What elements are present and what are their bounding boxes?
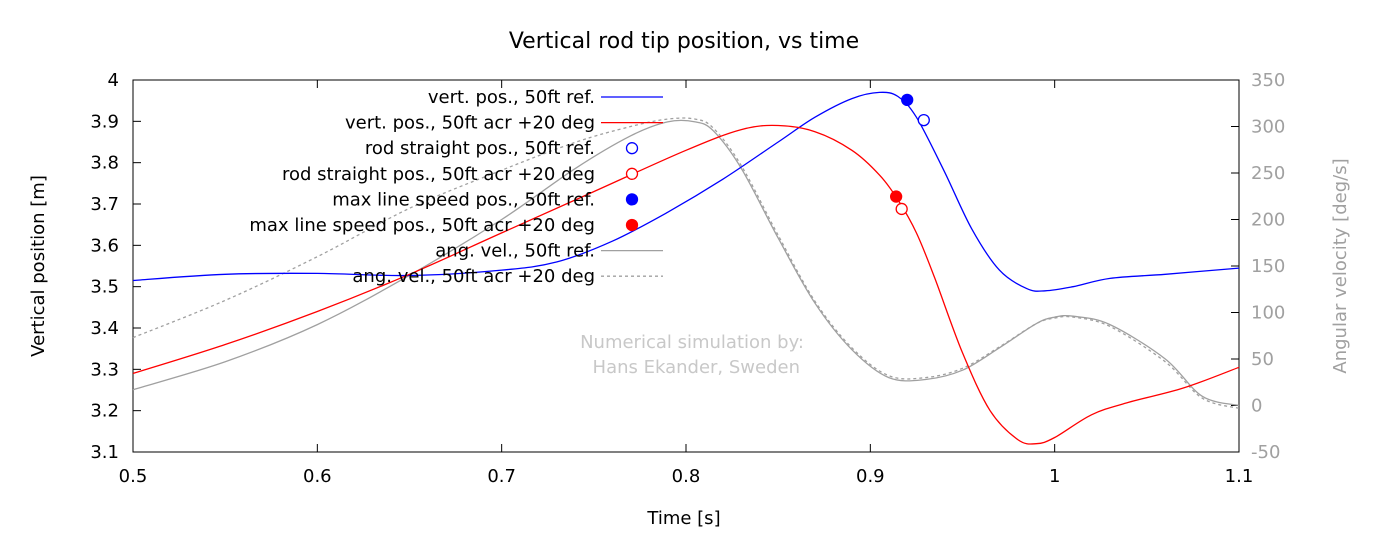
y2-axis-title: Angular velocity [deg/s]: [1330, 158, 1351, 373]
y2-tick-label: 100: [1251, 303, 1285, 324]
y-tick-label: 3.3: [90, 359, 119, 380]
y2-tick-label: 250: [1251, 163, 1285, 184]
x-tick-label: 0.6: [303, 466, 332, 487]
y-tick-label: 3.8: [90, 153, 119, 174]
x-tick-label: 0.5: [119, 466, 148, 487]
y2-tick-label: 200: [1251, 210, 1285, 231]
rod-straight-marker: [917, 113, 930, 127]
legend-label: max line speed pos., 50ft acr +20 deg: [249, 215, 595, 236]
x-axis-title: Time [s]: [646, 508, 720, 529]
x-tick-label: 1: [1049, 466, 1060, 487]
series-line: [132, 91, 1240, 292]
legend: vert. pos., 50ft ref. vert. pos., 50ft ac…: [249, 87, 663, 287]
legend-label: ang. vel., 50ft acr +20 deg: [352, 266, 595, 287]
y2-tick-label: -50: [1251, 442, 1280, 463]
legend-label: rod straight pos., 50ft acr +20 deg: [282, 164, 595, 185]
y-tick-label: 3.6: [90, 235, 119, 256]
y-tick-label: 4: [108, 70, 119, 91]
y-tick-label: 3.1: [90, 442, 119, 463]
legend-label: max line speed pos., 50ft ref.: [332, 189, 595, 210]
y-tick-label: 3.5: [90, 277, 119, 298]
x-tick-label: 1.1: [1225, 466, 1254, 487]
y-axis-title: Vertical position [m]: [28, 175, 49, 357]
legend-label: ang. vel., 50ft ref.: [435, 241, 595, 262]
note-line: Numerical simulation by:: [580, 332, 804, 353]
x-tick-label: 0.7: [487, 466, 516, 487]
y2-tick-label: 150: [1251, 256, 1285, 277]
legend-label: vert. pos., 50ft ref.: [428, 87, 595, 108]
legend-marker: [625, 193, 639, 206]
legend-label: rod straight pos., 50ft ref.: [365, 138, 595, 159]
y-tick-label: 3.7: [90, 194, 119, 215]
series-line: [132, 124, 1240, 445]
y2-tick-label: 0: [1251, 396, 1262, 417]
max-speed-marker: [901, 93, 914, 106]
x-tick-label: 0.9: [856, 466, 885, 487]
y2-tick-label: 350: [1251, 70, 1285, 91]
legend-label: vert. pos., 50ft acr +20 deg: [345, 113, 595, 134]
axis-ticks: 0.5 0.6 0.7 0.8 0.9 1 1.1 3.1 3.2 3.3 3.4 3.5 3.6 3.7…: [90, 70, 1285, 487]
legend-marker: [625, 218, 639, 232]
max-speed-marker: [889, 190, 903, 203]
y2-tick-label: 300: [1251, 117, 1285, 138]
series-line: [132, 117, 1240, 409]
chart-title: Vertical rod tip position, vs time: [509, 29, 859, 54]
y2-tick-label: 50: [1251, 349, 1274, 370]
y-tick-label: 3.9: [90, 111, 119, 132]
x-tick-label: 0.8: [672, 466, 701, 487]
legend-marker: [625, 142, 639, 155]
legend-marker: [625, 167, 639, 180]
simulation-note: Numerical simulation by: Hans Ekander, Sw…: [580, 332, 804, 378]
series-layer: [132, 91, 1240, 445]
series-line: [132, 119, 1240, 407]
y-tick-label: 3.4: [90, 318, 119, 339]
note-line: Hans Ekander, Sweden: [593, 357, 800, 378]
y-tick-label: 3.2: [90, 401, 119, 422]
rod-straight-marker: [895, 202, 908, 216]
